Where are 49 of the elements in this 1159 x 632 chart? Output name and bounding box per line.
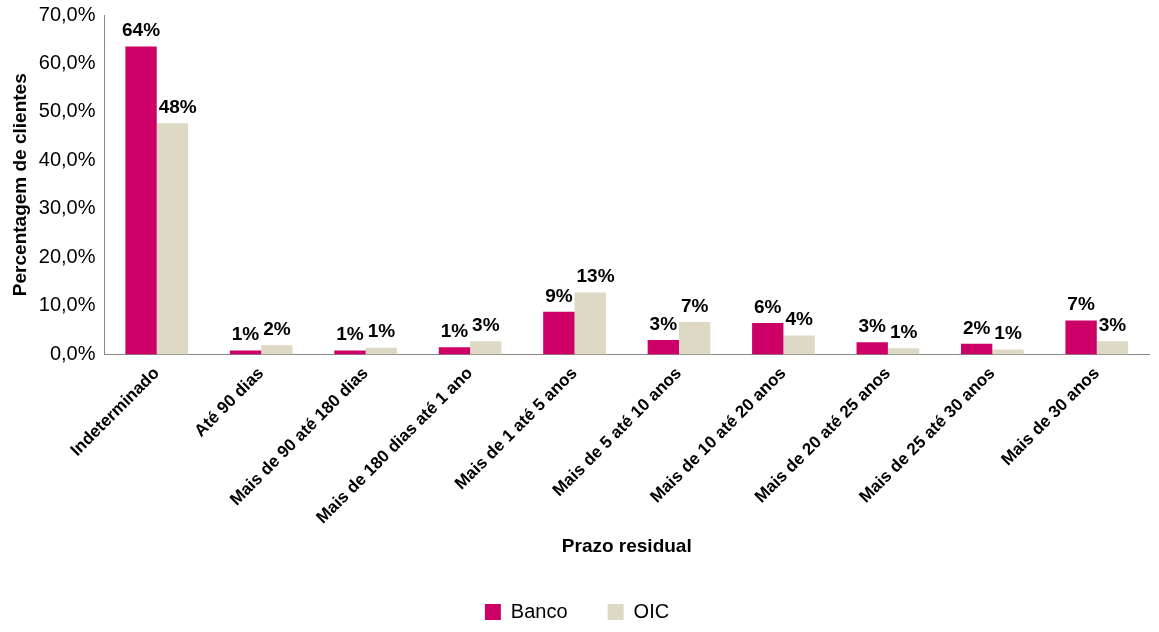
data-label: 6%	[754, 295, 782, 317]
data-label: 48%	[158, 95, 197, 117]
data-label: 3%	[649, 312, 678, 334]
bar	[1065, 320, 1097, 355]
data-label: 1%	[231, 323, 260, 345]
data-label: 3%	[472, 314, 500, 336]
bar	[470, 341, 502, 355]
data-label: 3%	[1098, 314, 1127, 336]
y-tick-label: 60,0%	[38, 51, 96, 74]
legend-label: OIC	[633, 599, 670, 622]
y-tick-label: 20,0%	[38, 244, 96, 267]
bar	[783, 335, 815, 355]
bar	[543, 311, 575, 355]
y-tick-label: 0,0%	[49, 341, 96, 364]
bar	[156, 123, 189, 355]
y-tick-label: 50,0%	[38, 99, 96, 122]
y-axis-title: Percentagem de clientes	[8, 73, 30, 297]
data-label: 2%	[263, 317, 291, 339]
y-tick-label: 40,0%	[38, 147, 96, 170]
bar	[887, 348, 920, 355]
bar	[678, 321, 711, 355]
y-tick-label: 70,0%	[38, 2, 96, 25]
legend-label: Banco	[510, 599, 568, 622]
data-label: 7%	[680, 294, 709, 316]
bar	[261, 345, 293, 355]
data-label: 1%	[440, 319, 469, 341]
data-label: 13%	[576, 265, 615, 287]
bar	[438, 347, 471, 355]
x-axis-title: Prazo residual	[561, 534, 692, 556]
data-label: 64%	[122, 19, 161, 41]
data-label: 4%	[785, 308, 813, 330]
data-label: 1%	[336, 323, 364, 345]
bar	[125, 46, 157, 355]
bar	[1096, 341, 1129, 355]
data-label: 1%	[994, 322, 1022, 344]
y-tick-label: 30,0%	[38, 196, 96, 219]
y-tick-label: 10,0%	[38, 293, 96, 316]
data-label: 1%	[889, 320, 918, 342]
data-label: 7%	[1067, 293, 1095, 315]
data-label: 9%	[545, 284, 573, 306]
bar	[960, 343, 993, 355]
data-label: 1%	[367, 320, 396, 342]
bar	[574, 292, 606, 355]
data-label: 2%	[962, 316, 991, 338]
bar	[856, 342, 888, 355]
x-tick-label: Até 90 dias	[190, 363, 268, 441]
bar	[752, 322, 784, 355]
data-label: 3%	[858, 315, 887, 337]
bar	[647, 339, 679, 355]
